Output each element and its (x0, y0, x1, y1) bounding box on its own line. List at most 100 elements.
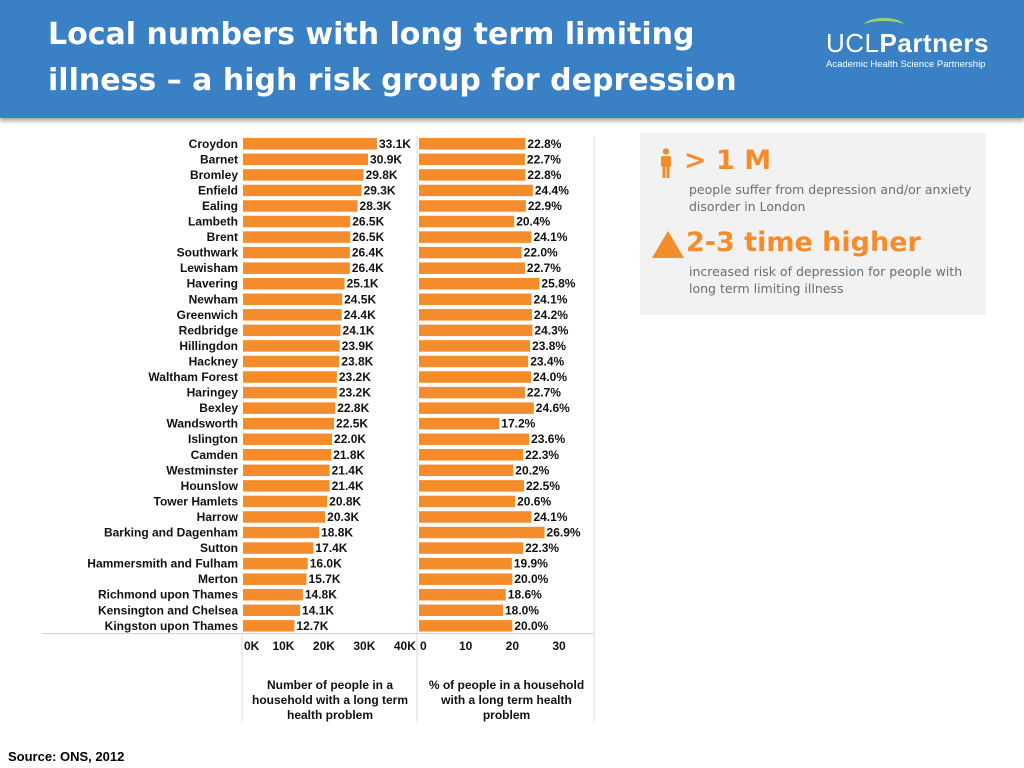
bar (419, 138, 526, 150)
bar (243, 371, 337, 383)
data-label: 22.7% (527, 386, 561, 400)
category-label: Havering (187, 277, 238, 291)
data-label: 18.0% (505, 603, 539, 617)
bar (243, 293, 343, 306)
person-icon (661, 148, 671, 178)
category-label: Bromley (190, 168, 238, 182)
axis-title-line: % of people in a household (429, 678, 584, 692)
bar (419, 262, 525, 274)
bar (419, 557, 512, 570)
bar (243, 355, 340, 368)
bar (419, 169, 526, 181)
bar (243, 464, 330, 477)
axis-title-line: health problem (287, 708, 373, 722)
data-label: 22.3% (525, 541, 559, 555)
bar (419, 215, 515, 228)
bar (243, 433, 333, 445)
category-label: Haringey (187, 386, 239, 400)
data-label: 25.1K (347, 277, 379, 291)
tick-label: 20 (506, 639, 520, 653)
bar (243, 588, 303, 601)
bar (243, 526, 320, 539)
tick-label: 30 (552, 639, 566, 653)
axis-title-line: problem (483, 708, 530, 722)
stat-2-desc-line-1: increased risk of depression for people … (689, 264, 963, 279)
data-label: 24.1K (343, 323, 375, 337)
stat-1-description: people suffer from depression and/or anx… (689, 181, 971, 215)
bar (419, 433, 530, 445)
bar (243, 557, 308, 570)
uclpartners-logo: UCLPartners Academic Health Science Part… (826, 18, 996, 70)
data-label: 24.4% (535, 183, 569, 197)
data-label: 24.5K (344, 292, 376, 306)
data-label: 22.7% (527, 152, 561, 166)
data-label: 21.4K (332, 463, 364, 477)
category-label: Hackney (189, 354, 239, 368)
data-label: 26.9% (547, 526, 581, 540)
bar (243, 309, 342, 321)
page-title: Local numbers with long term limiting il… (48, 12, 737, 104)
bar (419, 386, 525, 399)
category-label: Kensington and Chelsea (98, 603, 238, 617)
data-label: 23.6% (531, 432, 565, 446)
axis-title-line: Number of people in a (267, 678, 393, 692)
data-label: 22.7% (527, 261, 561, 275)
category-label: Merton (198, 572, 238, 586)
bar (243, 542, 314, 554)
bar (419, 153, 525, 166)
data-label: 20.4% (516, 215, 550, 229)
bar (243, 153, 369, 166)
logo-arc-icon (864, 18, 904, 33)
data-label: 20.2% (515, 463, 549, 477)
logo-text-bold: Partners (879, 28, 990, 58)
category-label: Waltham Forest (148, 370, 238, 384)
data-label: 16.0K (310, 557, 342, 571)
axis-title-line: household with a long term (252, 693, 408, 707)
bar (419, 309, 532, 321)
data-label: 26.4K (352, 261, 384, 275)
stat-2-3-times-higher: 2-3 time higher (686, 227, 921, 258)
data-label: 26.4K (352, 246, 384, 260)
data-label: 24.3% (534, 323, 568, 337)
data-label: 21.8K (333, 448, 365, 462)
axis-title-line: with a long term health (440, 693, 572, 707)
category-label: Southwark (177, 246, 239, 260)
bar (243, 324, 341, 337)
stat-2-desc-line-2: long term limiting illness (689, 281, 844, 296)
category-label: Richmond upon Thames (98, 588, 238, 602)
data-label: 22.5% (526, 479, 560, 493)
title-line-2: illness – a high risk group for depressi… (48, 63, 737, 98)
category-label: Kingston upon Thames (105, 619, 239, 633)
category-label: Hillingdon (179, 339, 238, 353)
bar (419, 620, 513, 632)
category-label: Enfield (198, 183, 238, 197)
tick-label: 30K (353, 639, 375, 653)
data-label: 26.5K (352, 230, 384, 244)
category-label: Camden (191, 448, 238, 462)
bar (243, 402, 336, 414)
data-label: 24.1% (533, 510, 567, 524)
bar (419, 246, 522, 259)
bar (243, 449, 332, 461)
data-label: 24.1% (533, 230, 567, 244)
source-note: Source: ONS, 2012 (8, 749, 125, 764)
tick-label: 10 (459, 639, 473, 653)
bar (419, 324, 533, 337)
tick-label: 40K (394, 639, 416, 653)
data-label: 21.4K (332, 479, 364, 493)
data-label: 20.0% (514, 619, 548, 633)
data-label: 19.9% (514, 557, 548, 571)
bar (419, 495, 516, 508)
category-label: Ealing (202, 199, 238, 213)
bar (243, 262, 350, 274)
data-label: 15.7K (309, 572, 341, 586)
bar (243, 246, 350, 259)
data-label: 24.1% (533, 292, 567, 306)
bar (419, 526, 545, 539)
bar (419, 588, 506, 601)
bar (243, 386, 337, 399)
bar (243, 184, 362, 197)
data-label: 23.2K (339, 386, 371, 400)
data-label: 28.3K (360, 199, 392, 213)
